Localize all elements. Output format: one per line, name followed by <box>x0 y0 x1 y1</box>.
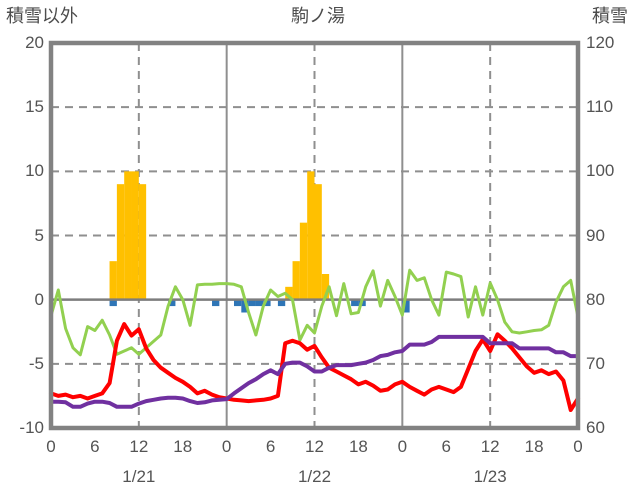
left-axis-tick: 20 <box>25 33 44 52</box>
x-axis-hour-tick: 0 <box>573 437 583 456</box>
plot-border <box>48 40 581 431</box>
left-axis-tick: 0 <box>34 289 44 309</box>
blue-bar <box>263 299 271 307</box>
x-axis-day-label: 1/21 <box>122 467 156 486</box>
chart-title: 駒ノ湯 <box>291 6 345 26</box>
blue-bar <box>233 299 242 307</box>
right-axis-tick: 90 <box>586 225 605 245</box>
orange-bar <box>285 286 293 300</box>
x-axis-hour-tick: 0 <box>397 437 408 456</box>
orange-bar <box>124 171 132 300</box>
blue-bar <box>277 299 286 307</box>
left-axis-tick: 15 <box>25 97 44 117</box>
orange-bar <box>292 261 300 300</box>
blue-bar <box>351 299 359 307</box>
right-axis-tick: 80 <box>586 289 605 309</box>
blue-bar <box>402 299 410 313</box>
orange-bar <box>314 184 322 300</box>
left-axis-title: 積雪以外 <box>6 6 78 26</box>
orange-bar <box>138 184 147 300</box>
left-axis-tick: 10 <box>25 161 44 181</box>
left-axis-tick: 5 <box>34 225 44 245</box>
blue-bar <box>248 299 256 307</box>
blue-bar <box>241 299 249 313</box>
right-axis-tick: 120 <box>586 33 615 52</box>
x-axis-hour-tick: 6 <box>90 437 100 456</box>
right-axis-tick: 60 <box>586 418 605 437</box>
purple-line <box>49 334 580 409</box>
right-axis-tick: 110 <box>586 97 614 117</box>
green-line <box>49 268 580 357</box>
x-axis-hour-tick: 18 <box>524 437 544 456</box>
orange-bar <box>116 184 125 300</box>
x-axis-hour-tick: 12 <box>305 437 324 456</box>
red-line <box>49 322 580 412</box>
right-axis-title: 積雪 <box>592 6 628 26</box>
blue-bar <box>212 299 220 307</box>
x-axis-hour-tick: 18 <box>173 437 193 456</box>
x-axis-hour-tick: 0 <box>46 437 56 456</box>
x-axis-day-label: 1/23 <box>473 467 507 486</box>
orange-bar <box>131 171 139 300</box>
right-axis-tick: 100 <box>586 161 615 181</box>
blue-bar <box>168 299 176 307</box>
x-axis-hour-tick: 0 <box>221 437 232 456</box>
orange-bar <box>109 261 117 300</box>
orange-bar <box>321 274 330 300</box>
x-axis-hour-tick: 6 <box>265 437 276 456</box>
blue-bar <box>255 299 264 307</box>
right-axis-tick: 70 <box>586 353 605 373</box>
orange-bar <box>299 222 308 300</box>
x-axis-day-label: 1/22 <box>297 467 332 486</box>
x-axis-hour-tick: 6 <box>441 437 451 456</box>
x-axis-hour-tick: 12 <box>129 437 149 456</box>
x-axis-hour-tick: 18 <box>348 437 368 456</box>
left-axis-tick: -5 <box>28 353 44 373</box>
x-axis-hour-tick: 12 <box>480 437 500 456</box>
left-axis-tick: -10 <box>19 418 44 437</box>
orange-bar <box>307 171 315 300</box>
blue-bar <box>109 299 117 307</box>
